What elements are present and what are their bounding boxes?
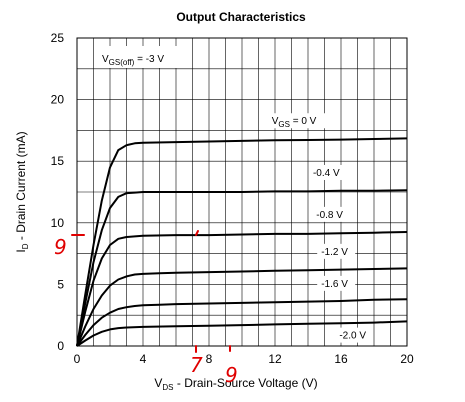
y-tick-label: 5 [57,277,64,291]
handwritten-marks: 97 9 [54,230,238,387]
x-tick-label: 8 [206,352,213,366]
curve-label-bg [317,275,356,291]
curve-label-3: -1.2 V [321,247,348,258]
series-line-5 [76,320,408,347]
y-tick-label: 10 [51,216,65,230]
annotation-background [96,46,182,68]
vgs-off-annotation: VGS(off) = -3 V [102,54,164,67]
curve-label-bg [335,327,374,343]
plot-frame [76,37,408,347]
series-line-1 [76,189,408,347]
x-axis-label: VDS - Drain-Source Voltage (V) [154,376,317,392]
curve-label-5: -2.0 V [339,331,366,342]
curve-label-bg [308,164,347,180]
x-tick-label: 4 [140,352,147,366]
handwritten-digit: 7 [190,353,203,377]
y-axis-label: ID - Drain Current (mA) [14,131,30,252]
curves [76,137,408,347]
curve-label-2: -0.8 V [316,210,343,221]
chart-title: Output Characteristics [176,10,306,24]
y-ticks: 0 5 10 15 20 25 [51,31,65,353]
series-line-3 [76,267,408,347]
y-tick-label: 20 [51,93,65,107]
curve-label-bg [317,243,356,259]
curve-label-0: VGS = 0 V [272,116,317,129]
handwritten-digit: 9 [54,235,67,259]
x-tick-label: 16 [334,352,348,366]
x-tick-label: 0 [74,352,81,366]
curve-label-bg [267,113,334,129]
hand-tick [195,230,199,236]
handwritten-digit: 9 [225,363,238,387]
x-ticks: 0 4 8 12 16 20 [74,352,414,366]
series-line-0 [76,137,408,347]
curve-label-bg [312,206,351,222]
curve-label-1: -0.4 V [313,168,340,179]
y-tick-label: 25 [51,31,65,45]
series-line-4 [76,298,408,347]
x-tick-label: 12 [268,352,282,366]
y-tick-label: 15 [51,154,65,168]
curve-label-4: -1.6 V [321,279,348,290]
x-tick-label: 20 [400,352,414,366]
curve-labels: VGS = 0 V -0.4 V -0.8 V -1.2 V -1.6 V -2.0 V [267,113,374,343]
series-line-2 [76,231,408,347]
y-tick-label: 0 [57,339,64,353]
